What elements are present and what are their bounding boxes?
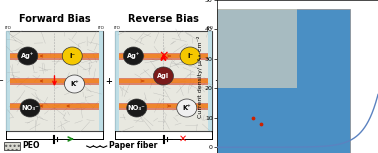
- Bar: [115, 31, 212, 131]
- Circle shape: [127, 99, 147, 117]
- Text: ITO: ITO: [207, 26, 214, 30]
- Text: K⁺: K⁺: [183, 105, 191, 111]
- Text: PEO: PEO: [22, 142, 40, 151]
- Text: Ag⁺: Ag⁺: [127, 53, 140, 59]
- Bar: [119, 52, 208, 60]
- Point: [258, 122, 264, 125]
- Text: ITO: ITO: [113, 26, 120, 30]
- Text: I⁻: I⁻: [187, 53, 193, 59]
- Bar: [10, 79, 99, 83]
- Circle shape: [153, 67, 174, 85]
- Bar: [115, 31, 119, 131]
- Circle shape: [180, 47, 200, 65]
- Point: [250, 116, 256, 119]
- Text: −: −: [215, 76, 222, 86]
- Circle shape: [20, 99, 40, 117]
- Y-axis label: Current density/ μA• cm⁻²: Current density/ μA• cm⁻²: [197, 35, 203, 118]
- Text: I⁻: I⁻: [69, 53, 75, 59]
- Circle shape: [18, 47, 38, 65]
- Text: +: +: [105, 76, 113, 86]
- Bar: [5, 142, 20, 150]
- Circle shape: [177, 99, 197, 117]
- Bar: [208, 31, 212, 131]
- Bar: [6, 31, 10, 131]
- Text: NO₃⁻: NO₃⁻: [21, 105, 39, 111]
- Bar: [119, 79, 208, 83]
- Text: Reverse Bias: Reverse Bias: [128, 14, 199, 24]
- Bar: [10, 54, 99, 58]
- Bar: [119, 54, 208, 58]
- Bar: [10, 78, 99, 84]
- Text: ✕: ✕: [158, 50, 169, 62]
- Bar: [119, 103, 208, 110]
- Text: −: −: [0, 76, 3, 86]
- Circle shape: [123, 47, 143, 65]
- Bar: [119, 78, 208, 84]
- Circle shape: [62, 47, 82, 65]
- Text: ITO: ITO: [98, 26, 105, 30]
- Bar: [6, 31, 104, 131]
- Bar: [10, 52, 99, 60]
- Text: Paper fiber: Paper fiber: [109, 142, 157, 151]
- Bar: [119, 104, 208, 108]
- Text: +: +: [105, 76, 112, 86]
- Text: NO₃⁻: NO₃⁻: [128, 105, 146, 111]
- Circle shape: [65, 75, 85, 93]
- Text: ✕: ✕: [178, 134, 186, 144]
- Text: ITO: ITO: [4, 26, 11, 30]
- Bar: [217, 9, 350, 153]
- Bar: [10, 104, 99, 108]
- Bar: [217, 9, 297, 88]
- Bar: [99, 31, 104, 131]
- Text: Forward Bias: Forward Bias: [19, 14, 90, 24]
- Bar: [10, 103, 99, 110]
- Text: AgI: AgI: [157, 73, 170, 79]
- Text: Ag⁺: Ag⁺: [21, 53, 34, 59]
- Text: K⁺: K⁺: [70, 81, 79, 87]
